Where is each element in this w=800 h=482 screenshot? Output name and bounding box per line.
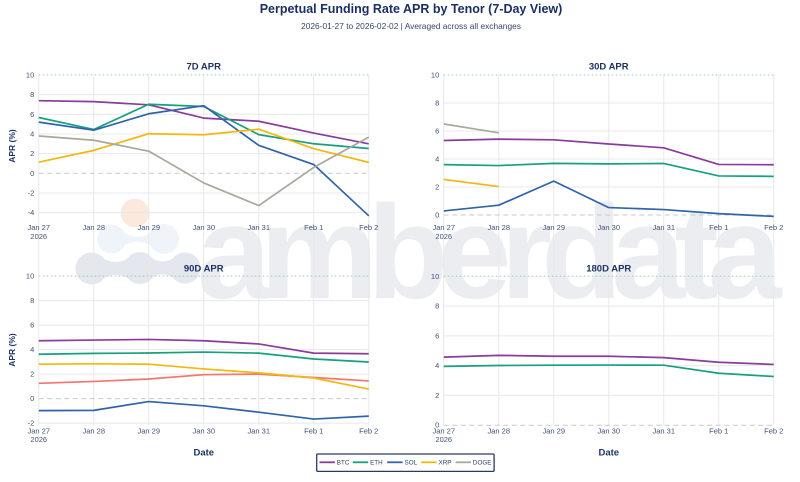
svg-text:Jan 29: Jan 29	[542, 223, 565, 232]
svg-text:0: 0	[435, 211, 439, 220]
svg-text:8: 8	[30, 296, 34, 305]
svg-text:10: 10	[26, 70, 34, 79]
svg-text:Jan 30: Jan 30	[192, 426, 215, 435]
svg-text:0: 0	[435, 421, 439, 430]
svg-text:Jan 31: Jan 31	[652, 223, 675, 232]
svg-text:SOL: SOL	[405, 459, 418, 466]
svg-text:Jan 27: Jan 27	[27, 223, 50, 232]
svg-text:Feb 1: Feb 1	[304, 426, 323, 435]
svg-text:Jan 28: Jan 28	[487, 426, 510, 435]
svg-text:6: 6	[435, 331, 439, 340]
svg-text:10: 10	[26, 272, 34, 281]
svg-text:10: 10	[431, 71, 439, 80]
svg-text:Feb 2: Feb 2	[359, 223, 378, 232]
svg-text:2026: 2026	[435, 435, 452, 444]
svg-text:Feb 1: Feb 1	[709, 223, 728, 232]
svg-text:-2: -2	[28, 188, 35, 197]
svg-text:6: 6	[30, 110, 34, 119]
svg-text:ETH: ETH	[370, 459, 383, 466]
svg-text:0: 0	[30, 169, 34, 178]
svg-text:90D APR: 90D APR	[184, 264, 224, 275]
svg-text:XRP: XRP	[439, 459, 452, 466]
svg-text:Jan 27: Jan 27	[432, 426, 455, 435]
svg-text:8: 8	[435, 99, 439, 108]
svg-text:Jan 29: Jan 29	[137, 223, 160, 232]
svg-text:180D APR: 180D APR	[586, 264, 631, 275]
svg-text:Jan 27: Jan 27	[27, 426, 50, 435]
svg-text:2: 2	[30, 149, 34, 158]
svg-text:Jan 27: Jan 27	[432, 223, 455, 232]
svg-text:BTC: BTC	[337, 459, 350, 466]
svg-text:6: 6	[30, 321, 34, 330]
svg-text:2: 2	[435, 391, 439, 400]
svg-text:8: 8	[30, 90, 34, 99]
svg-text:Jan 28: Jan 28	[82, 223, 105, 232]
svg-text:DOGE: DOGE	[473, 459, 492, 466]
svg-text:0: 0	[30, 394, 34, 403]
svg-text:Feb 1: Feb 1	[709, 426, 728, 435]
svg-text:30D APR: 30D APR	[589, 62, 629, 73]
svg-text:Jan 31: Jan 31	[652, 426, 675, 435]
svg-text:2026: 2026	[30, 232, 47, 241]
svg-text:2: 2	[435, 183, 439, 192]
svg-text:Date: Date	[193, 448, 214, 459]
svg-text:Jan 31: Jan 31	[247, 426, 270, 435]
svg-text:Jan 28: Jan 28	[487, 223, 510, 232]
svg-text:8: 8	[435, 302, 439, 311]
svg-text:2: 2	[30, 370, 34, 379]
svg-text:Date: Date	[598, 448, 619, 459]
svg-text:Feb 2: Feb 2	[359, 426, 378, 435]
svg-text:Feb 2: Feb 2	[764, 223, 783, 232]
svg-text:7D APR: 7D APR	[187, 62, 222, 73]
svg-text:Jan 29: Jan 29	[137, 426, 160, 435]
svg-text:4: 4	[435, 155, 439, 164]
svg-text:Feb 2: Feb 2	[764, 426, 783, 435]
svg-text:Jan 31: Jan 31	[247, 223, 270, 232]
svg-text:4: 4	[30, 345, 34, 354]
svg-text:APR (%): APR (%)	[7, 129, 17, 163]
svg-text:APR (%): APR (%)	[7, 333, 17, 367]
svg-text:Jan 30: Jan 30	[192, 223, 215, 232]
svg-text:Jan 30: Jan 30	[597, 426, 620, 435]
svg-text:Jan 28: Jan 28	[82, 426, 105, 435]
svg-text:4: 4	[30, 129, 34, 138]
svg-text:-2: -2	[28, 419, 35, 428]
svg-text:Feb 1: Feb 1	[304, 223, 323, 232]
svg-text:2026: 2026	[435, 232, 452, 241]
svg-text:10: 10	[431, 272, 439, 281]
svg-text:4: 4	[435, 361, 439, 370]
svg-text:-4: -4	[28, 208, 35, 217]
svg-text:6: 6	[435, 127, 439, 136]
svg-text:Jan 29: Jan 29	[542, 426, 565, 435]
svg-text:2026: 2026	[30, 435, 47, 444]
svg-text:Jan 30: Jan 30	[597, 223, 620, 232]
